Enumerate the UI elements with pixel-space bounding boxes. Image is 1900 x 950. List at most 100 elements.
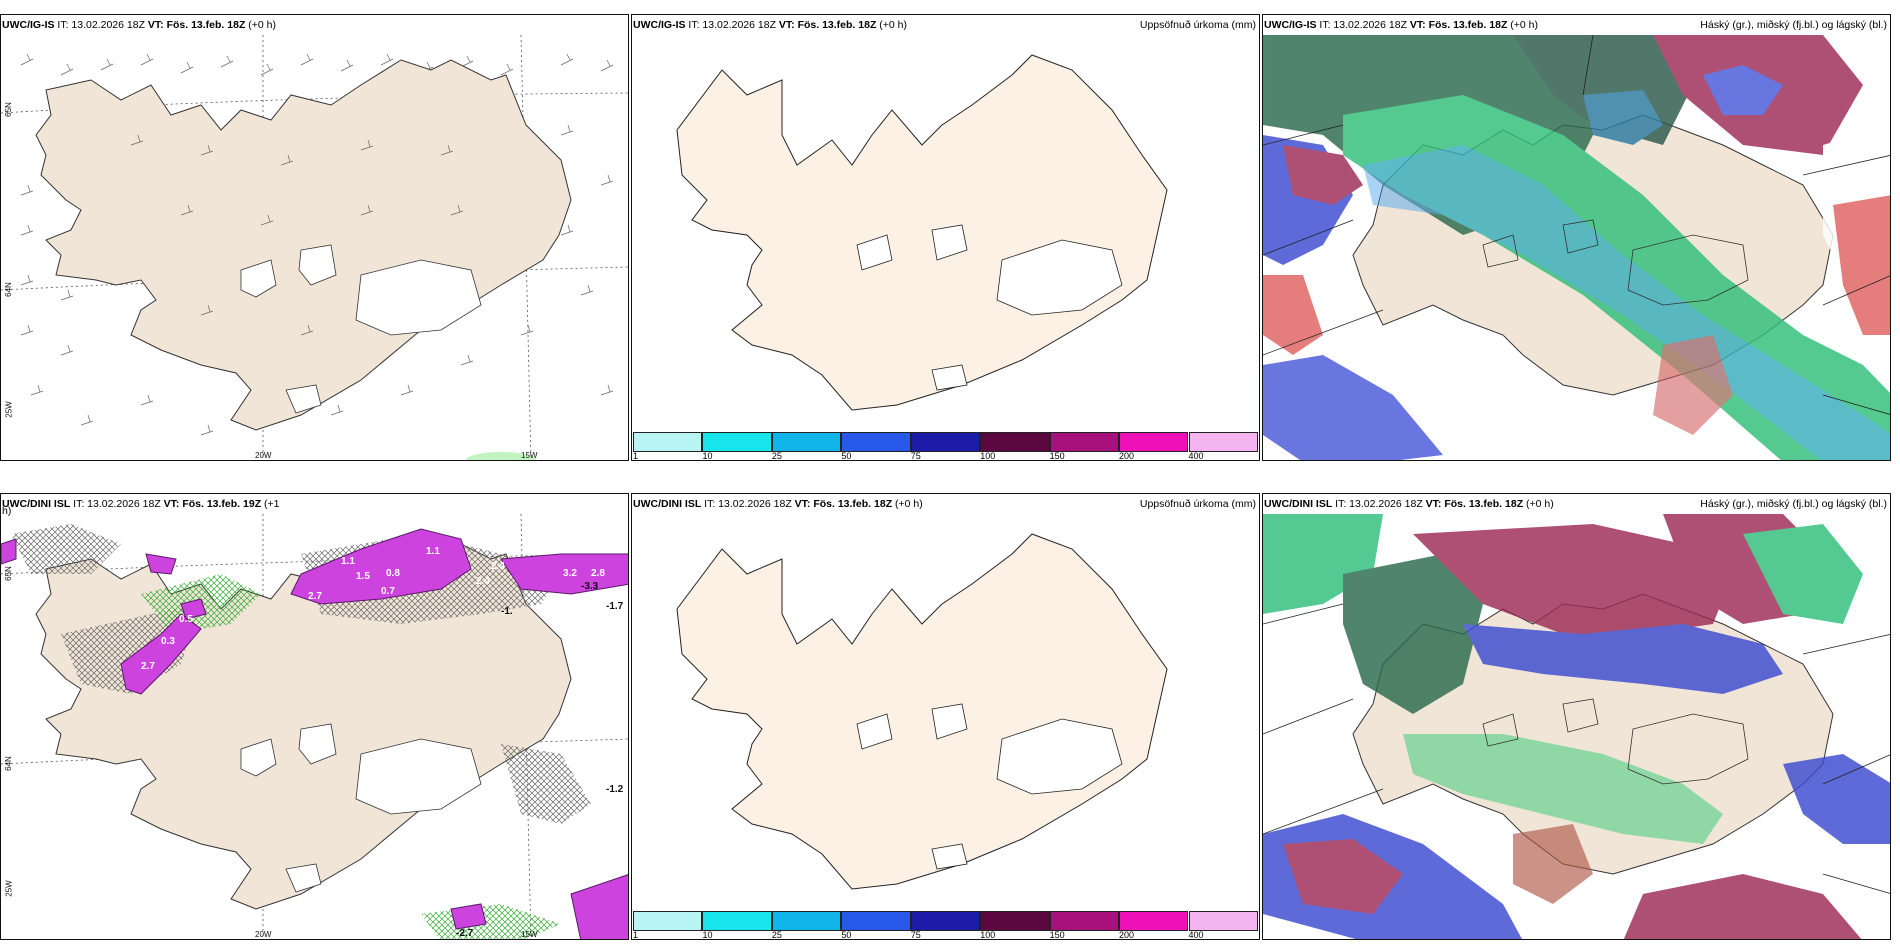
precip-value: 0.3 [161,636,175,647]
field-title: Uppsöfnuð úrkoma (mm) [1139,19,1256,31]
temp-value: -2.7 [456,928,474,939]
colorbar-tick: 200 [1119,930,1135,940]
precip-value: 2.8 [591,568,605,579]
precip-colorbar: 1 10 25 50 75 100 150 200 400 [633,911,1258,939]
temp-value: -1. [501,606,513,617]
glaciers [856,224,1123,391]
model-name: UWC/IG-IS [1264,19,1317,31]
hatched-areas [11,524,591,939]
temp-labels: -3.3 -1.7 -1. -1.2 -2.7 [456,581,624,939]
colorbar-seg-7 [1119,911,1189,931]
colorbar-tick: 200 [1119,451,1135,461]
lon-label-20: 20W [255,930,272,939]
colorbar-tick: 10 [702,451,713,461]
init-time: IT: 13.02.2026 18Z [1319,19,1407,31]
precip-value: 1.5 [356,571,370,582]
colorbar-seg-4 [910,911,981,931]
precip-patch [466,452,536,460]
wind-barbs-land [130,134,464,336]
panel-igis-wind: UWC/IG-IS IT: 13.02.2026 18Z VT: Fös. 13… [0,14,629,461]
colorbar-seg-2 [771,911,842,931]
colorbar-tick: 50 [841,451,852,461]
colorbar-seg-0 [633,911,703,931]
forecast-offset: (+0 h) [879,19,908,31]
init-time: IT: 13.02.2026 18Z [57,19,145,31]
lat-label-64: 64N [3,756,13,771]
colorbar-seg-3 [841,432,911,452]
field-title: Háský (gr.), miðský (fj.bl.) og lágský (… [1700,19,1887,31]
model-name: UWC/DINI ISL [1264,498,1333,510]
precip-areas [1,528,628,939]
colorbar-seg-8 [1188,432,1258,452]
model-name: UWC/IG-IS [2,19,55,31]
colorbar-tick: 150 [1049,451,1065,461]
colorbar-tick: 400 [1188,451,1204,461]
valid-time: VT: Fös. 13.feb. 18Z [147,19,246,31]
lat-label-64: 64N [3,282,13,297]
glaciers [240,244,482,414]
colorbar-tick: 1 [633,930,639,940]
glaciers [240,723,482,893]
temp-value: -1.7 [606,601,624,612]
precip-value: 2.7 [308,591,322,602]
colorbar-seg-2 [771,432,842,452]
field-title: Háský (gr.), miðský (fj.bl.) og lágský (… [1700,498,1887,510]
panel-header: UWC/IG-IS IT: 13.02.2026 18Z VT: Fös. 13… [1263,15,1890,35]
wind-map [1,35,628,460]
init-time: IT: 13.02.2026 18Z [688,19,776,31]
panel-dini-precip: UWC/DINI ISL IT: 13.02.2026 18Z VT: Fös.… [631,493,1260,940]
valid-time: VT: Fös. 13.feb. 18Z [778,19,877,31]
valid-time: VT: Fös. 13.feb. 18Z [1425,498,1524,510]
forecast-offset: (+0 h) [1510,19,1539,31]
precip-value: 2.4 [491,561,505,572]
panel-dini-wind: UWC/DINI ISL IT: 13.02.2026 18Z VT: Fös.… [0,493,629,940]
forecast-offset: (+1 [264,498,280,510]
precip-value: 0.5 [179,614,193,625]
temp-value: -3.3 [581,581,599,592]
iceland-outline [676,54,1168,411]
colorbar-seg-4 [910,432,981,452]
valid-time: VT: Fös. 13.feb. 18Z [794,498,893,510]
panel-igis-clouds: UWC/IG-IS IT: 13.02.2026 18Z VT: Fös. 13… [1262,14,1891,461]
valid-time: VT: Fös. 13.feb. 18Z [1409,19,1508,31]
cloud-map [1263,514,1890,939]
iceland-outline [676,533,1168,890]
colorbar-tick: 150 [1049,930,1065,940]
cloud-layers [1263,514,1890,939]
precip-colorbar: 1 10 25 50 75 100 150 200 400 [633,432,1258,460]
precip-map [676,54,1168,411]
lon-label-25: 25W [4,401,14,418]
lat-label-65: 65N [3,566,13,581]
glaciers [1482,698,1749,785]
precip-value: 2.7 [141,661,155,672]
precip-map [676,533,1168,890]
panel-dini-clouds: UWC/DINI ISL IT: 13.02.2026 18Z VT: Fös.… [1262,493,1891,940]
model-name: UWC/IG-IS [633,19,686,31]
model-name: UWC/DINI ISL [2,498,71,510]
colorbar-tick: 50 [841,930,852,940]
panel-header: UWC/DINI ISL IT: 13.02.2026 18Z VT: Fös.… [632,494,1259,514]
panel-header: UWC/IG-IS IT: 13.02.2026 18Z VT: Fös. 13… [1,15,628,35]
colorbar-seg-3 [841,911,911,931]
wind-precip-map: 2.7 2.4 1.1 1.5 0.8 2.7 1.1 0.7 0.3 0.5 … [1,514,628,939]
valid-time: VT: Fös. 13.feb. 19Z [163,498,262,510]
colorbar-tick: 25 [771,930,782,940]
precip-value: 0.8 [386,568,400,579]
forecast-offset: (+0 h) [1526,498,1554,510]
colorbar-tick: 25 [771,451,782,461]
precip-value: 3.2 [563,568,577,579]
colorbar-seg-6 [1049,911,1120,931]
temp-value: -1.2 [606,784,624,795]
panel-igis-precip: UWC/IG-IS IT: 13.02.2026 18Z VT: Fös. 13… [631,14,1260,461]
lon-label-15: 15W [521,930,538,939]
colorbar-seg-5 [980,432,1050,452]
model-name: UWC/DINI ISL [633,498,702,510]
colorbar-tick: 100 [980,930,996,940]
cloud-layers [1263,35,1890,460]
glaciers [856,703,1123,870]
colorbar-seg-1 [702,911,772,931]
panel-header: UWC/DINI ISL IT: 13.02.2026 18Z VT: Fös.… [1,494,628,514]
colorbar-seg-5 [980,911,1050,931]
precip-value: 0.7 [381,586,395,597]
colorbar-tick: 75 [910,930,921,940]
